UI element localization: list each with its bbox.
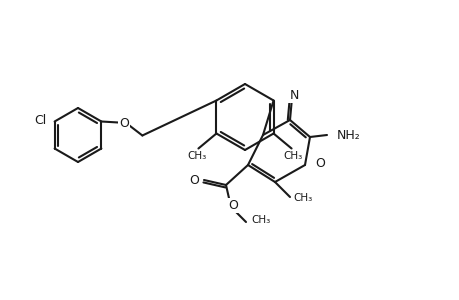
- Text: O: O: [314, 157, 324, 169]
- Text: O: O: [119, 117, 129, 130]
- Text: Cl: Cl: [34, 114, 46, 127]
- Text: N: N: [289, 89, 298, 102]
- Text: CH₃: CH₃: [251, 215, 270, 225]
- Text: O: O: [228, 199, 237, 212]
- Text: O: O: [189, 173, 199, 187]
- Text: CH₃: CH₃: [292, 193, 312, 203]
- Text: CH₃: CH₃: [187, 151, 207, 160]
- Text: CH₃: CH₃: [282, 151, 302, 160]
- Text: NH₂: NH₂: [336, 128, 360, 142]
